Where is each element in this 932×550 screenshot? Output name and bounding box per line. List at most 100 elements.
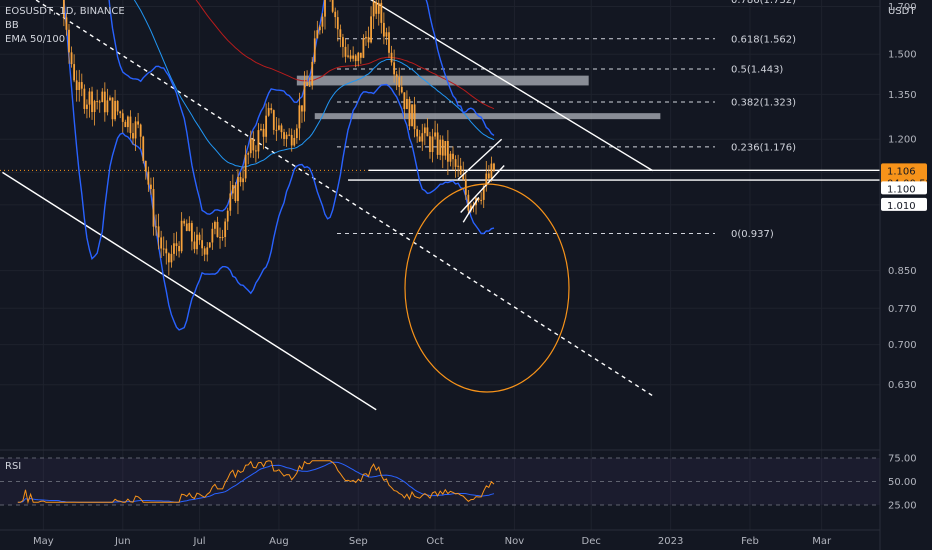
candle-body [214,221,216,229]
candle-body [262,128,265,137]
candle-body [180,220,183,252]
candle-body [260,128,262,131]
price-tick: 1.350 [888,90,917,101]
rsi-tick: 50.00 [888,477,917,488]
candle-body [459,165,462,175]
candle-body [224,221,227,238]
candle-body [318,26,321,31]
rsi-label: RSI [5,461,21,472]
candle-body [487,173,490,179]
rsi-tick: 25.00 [888,501,917,512]
candle-body [229,193,232,211]
candle-body [352,55,355,59]
candle-body [316,30,319,39]
candlesticks [62,0,495,276]
candle-body [144,160,147,172]
candle-body [252,138,255,151]
candle-body [162,248,165,250]
candle-body [221,237,224,239]
candle-body [116,100,119,112]
candle-body [126,116,129,128]
candle-body [280,125,283,133]
candle-body [183,220,186,224]
chart-legend: EOSUSDT, 1D, BINANCE BB EMA 50/100 [5,6,125,45]
rsi-pane[interactable]: RSI [0,449,880,506]
price-axis[interactable]: USDT 2.8002.4002.1001.9001.7001.5001.350… [879,0,932,550]
candle-body [201,240,204,249]
candle-body [208,242,211,248]
channel-middle-line [34,0,654,397]
candle-body [324,0,326,17]
candle-body [160,237,163,249]
time-axis[interactable]: May Jun Jul Aug Sep Oct Nov Dec 2023 Feb Mar [0,529,880,547]
candle-body [272,110,275,130]
candle-body [285,134,288,139]
indicator-lines [63,0,495,331]
candle-body [321,16,324,27]
candle-body [408,99,411,127]
candle-body [231,185,234,194]
candle-body [196,234,198,250]
candle-body [482,186,485,200]
candle-body [426,127,429,137]
price-tick: 1.700 [888,2,917,13]
candle-body [493,163,495,171]
candle-body [359,52,362,58]
candle-body [193,241,196,250]
candle-body [490,163,493,179]
candle-body [101,91,104,103]
candle-body [421,133,424,142]
candle-body [462,174,465,180]
time-label: Jul [193,536,206,547]
candle-body [70,52,73,65]
candle-body [382,22,385,37]
candle-body [342,37,344,47]
candle-body [431,136,434,152]
rsi-tick: 75.00 [888,454,917,465]
indicator-ema-label: EMA 50/100 [5,34,65,45]
highlight-ellipse[interactable] [404,183,570,393]
candle-body [137,121,140,125]
candle-body [170,253,173,263]
candle-body [254,150,257,152]
candle-body [75,80,78,91]
time-label: Aug [269,536,289,547]
candle-body [400,87,403,93]
candle-body [398,77,401,88]
candle-body [411,104,413,127]
candle-body [86,104,88,109]
candle-body [203,248,206,255]
candle-body [206,247,209,255]
candle-body [78,82,81,91]
resistance-zone [314,113,661,120]
candle-body [178,245,180,252]
candle-body [91,91,93,113]
candle-body [270,108,273,111]
candle-body [68,29,70,53]
price-tick: 0.630 [888,380,917,391]
time-label: Oct [426,536,443,547]
candle-body [88,91,91,105]
candle-body [157,226,160,238]
candle-body [388,32,390,53]
candle-body [278,125,280,130]
main-price-pane[interactable]: 1.618(2.574)1(1.949)0.786(1.732)0.618(1.… [0,0,880,411]
trend-channels[interactable] [2,0,654,411]
wedge-line [457,138,503,180]
candle-body [152,189,155,227]
candle-body [119,111,122,114]
candle-body [365,36,367,39]
wedge-line [462,197,480,223]
fib-label: 0.618(1.562) [731,34,796,45]
bollinger-lower [63,0,495,331]
fib-retracement[interactable]: 1.618(2.574)1(1.949)0.786(1.732)0.618(1.… [0,0,880,240]
candle-body [367,36,370,43]
ema50-line [133,0,495,168]
rising-wedge-lines[interactable] [457,138,505,223]
candle-body [375,1,378,14]
price-tick: 1.500 [888,50,917,61]
candle-body [62,0,65,18]
candle-body [357,52,360,62]
candle-body [413,104,416,130]
